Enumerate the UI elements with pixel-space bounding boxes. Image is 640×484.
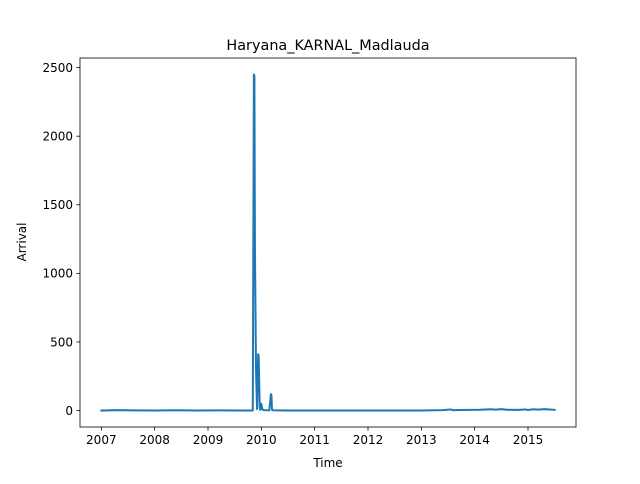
x-tick-label: 2012	[353, 433, 384, 447]
y-tick-label: 0	[65, 404, 73, 418]
x-tick-label: 2010	[246, 433, 277, 447]
series-line-arrival	[100, 73, 556, 412]
x-tick-label: 2015	[513, 433, 544, 447]
y-tick-label: 2000	[42, 129, 73, 143]
x-tick-label: 2014	[459, 433, 490, 447]
y-tick-label: 1000	[42, 267, 73, 281]
plot-area	[100, 73, 556, 412]
x-tick-label: 2008	[139, 433, 170, 447]
x-tick-label: 2009	[193, 433, 224, 447]
y-tick-label: 2500	[42, 61, 73, 75]
x-tick-label: 2007	[86, 433, 117, 447]
chart-title: Haryana_KARNAL_Madlauda	[226, 38, 429, 54]
plot-frame	[79, 57, 577, 428]
y-axis: 0 500 1000 1500 2000 2500	[42, 61, 80, 418]
y-tick-label: 1500	[42, 198, 73, 212]
x-tick-label: 2011	[299, 433, 330, 447]
x-tick-label: 2013	[406, 433, 437, 447]
y-tick-label: 500	[50, 335, 73, 349]
x-axis-label: Time	[312, 456, 342, 470]
y-axis-label: Arrival	[15, 223, 29, 262]
x-axis: 2007 2008 2009 2010 2011 2012 2013 2014 2015	[86, 427, 543, 447]
